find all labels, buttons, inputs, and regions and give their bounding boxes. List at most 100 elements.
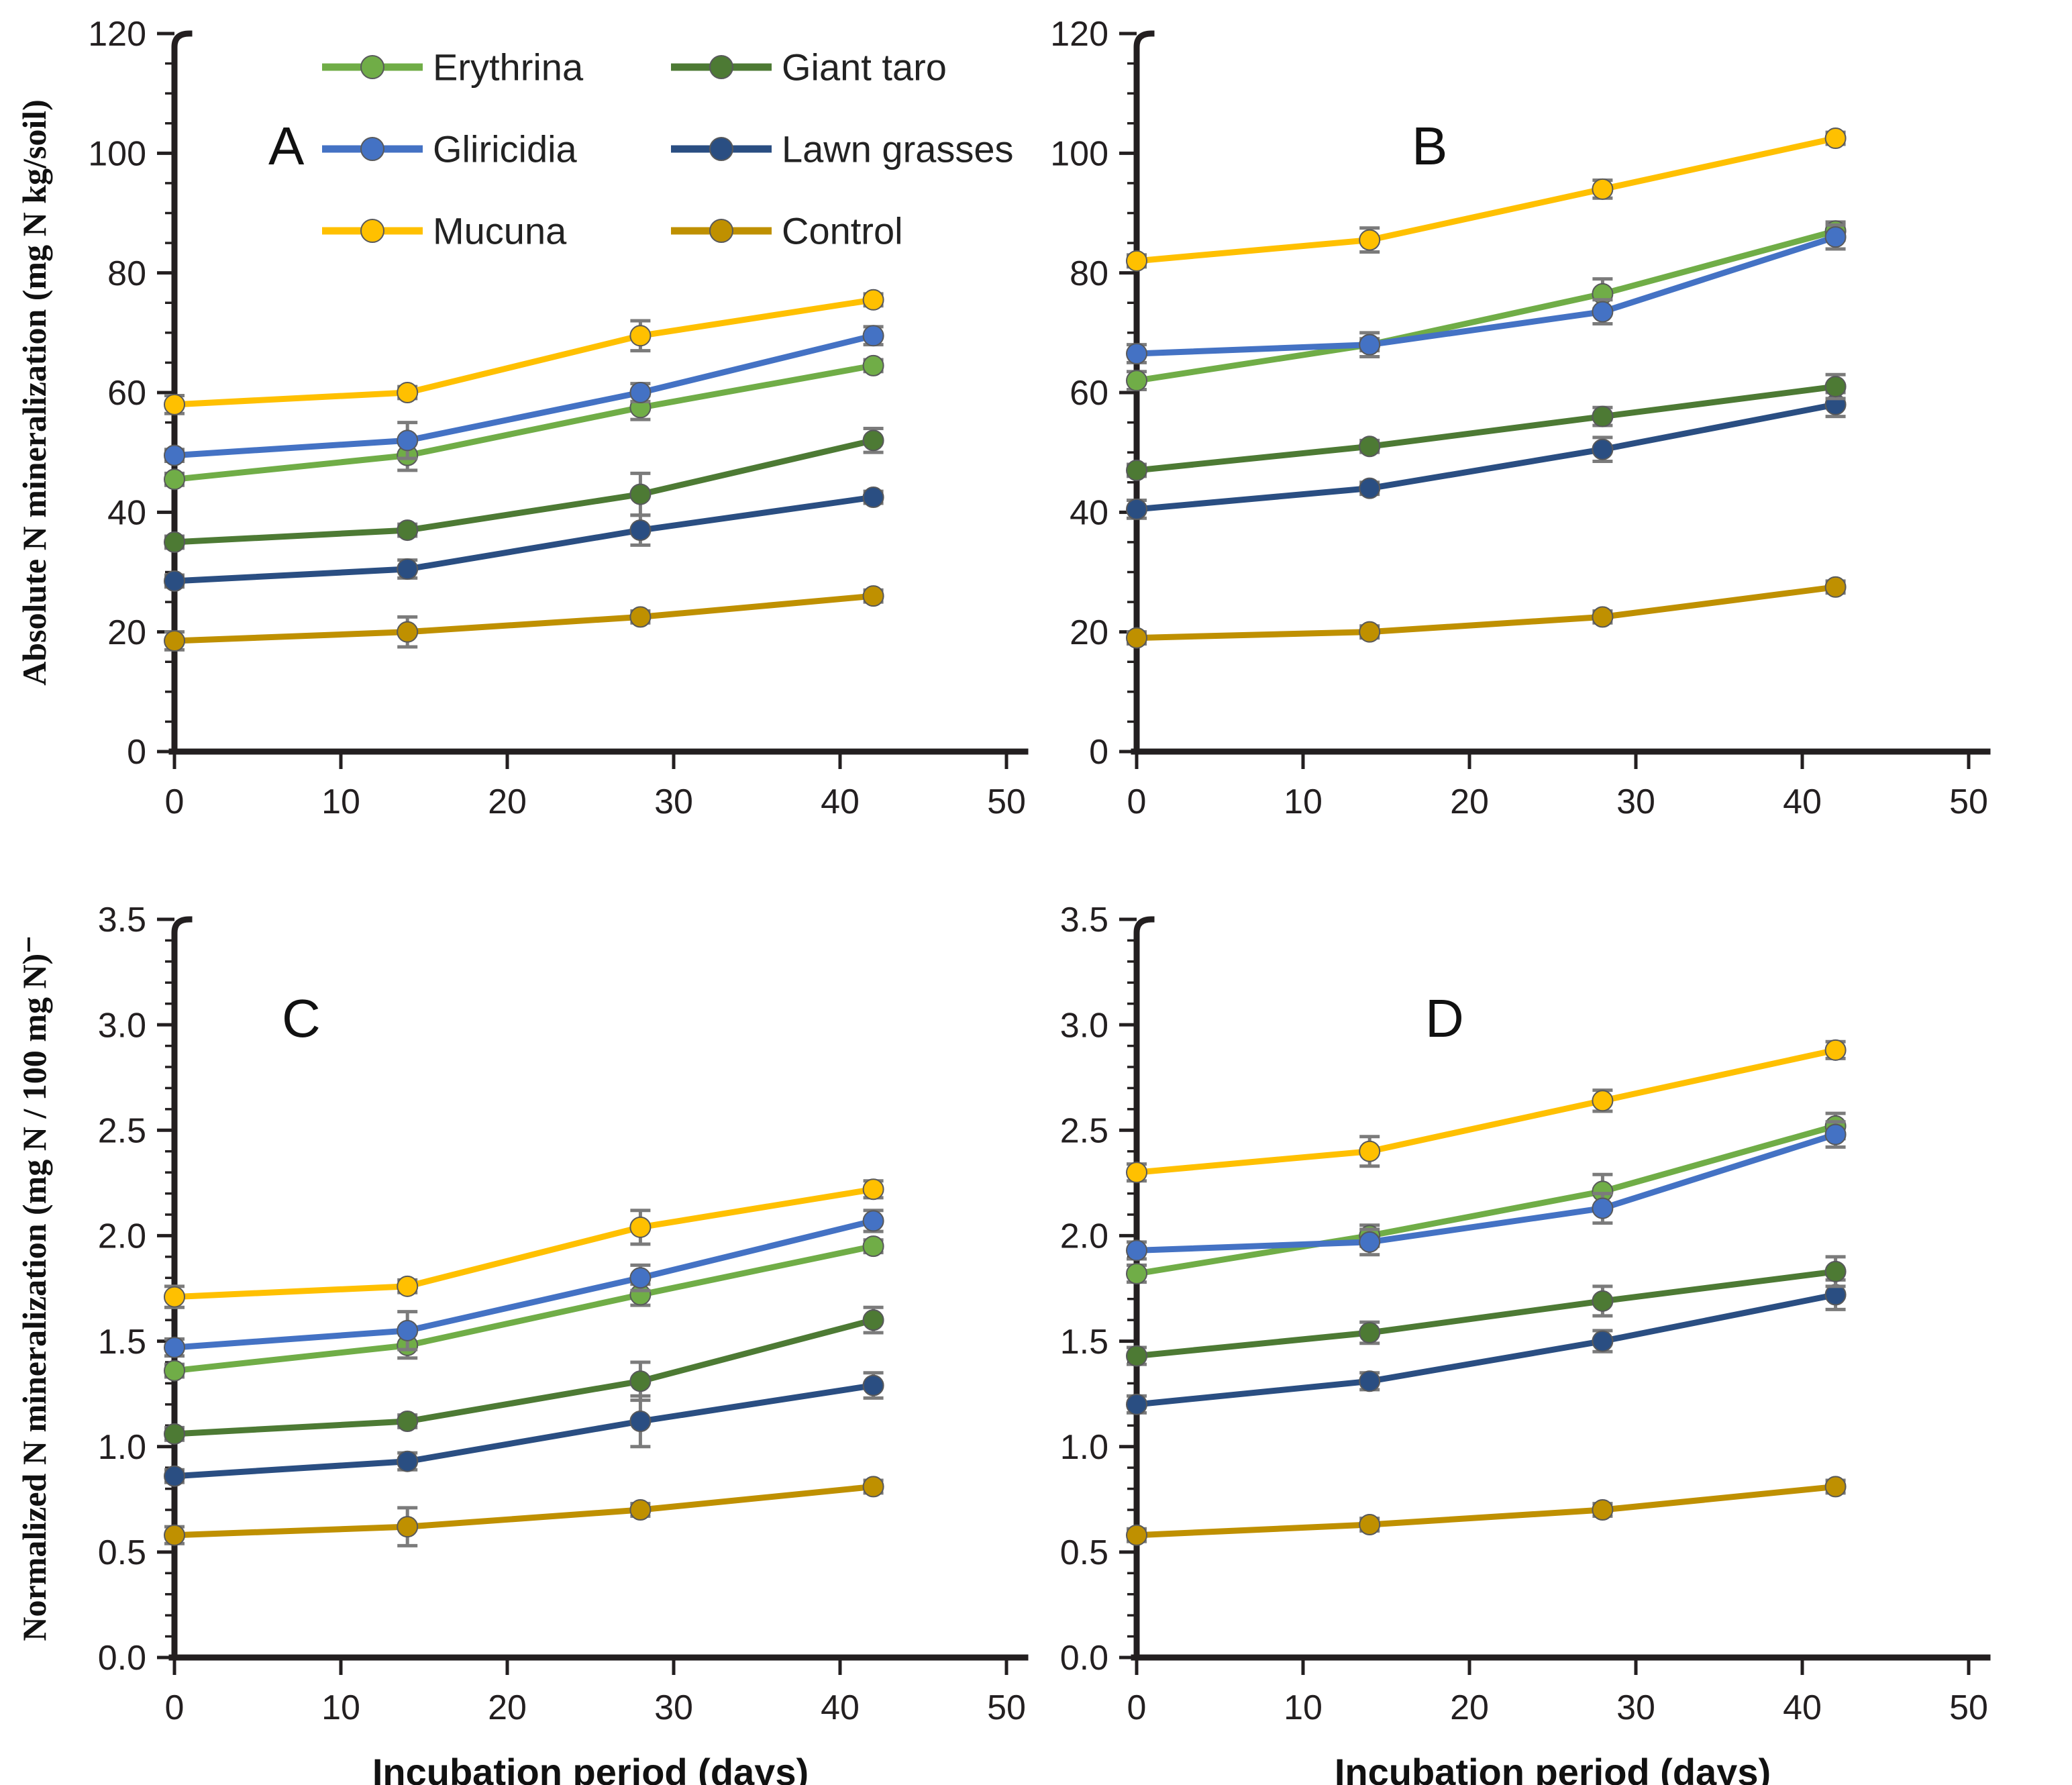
D-point-mucuna-day42 bbox=[1824, 1039, 1847, 1061]
C-errorbars-control bbox=[164, 1478, 884, 1547]
C-point-control-day0 bbox=[164, 1524, 185, 1546]
B-point-mucuna-day0 bbox=[1126, 250, 1147, 272]
A-series-lawn-grasses bbox=[164, 487, 884, 592]
D-point-giant-taro-day14 bbox=[1359, 1322, 1381, 1343]
B-errorbars-mucuna bbox=[1127, 130, 1846, 269]
A-point-lawn-grasses-day28 bbox=[629, 519, 652, 542]
D-point-control-day42 bbox=[1824, 1476, 1847, 1498]
panel-letter-a: A bbox=[268, 116, 305, 176]
A-series-erythrina bbox=[164, 354, 884, 491]
legend-item-mucuna: Mucuna bbox=[322, 210, 567, 252]
A-point-erythrina-day0 bbox=[164, 468, 185, 491]
A-ytick: 0 bbox=[127, 733, 146, 772]
A-xtick: 20 bbox=[488, 782, 527, 821]
D-ytick: 0.0 bbox=[1060, 1639, 1108, 1678]
A-point-erythrina-day42 bbox=[862, 354, 884, 376]
A-point-control-day0 bbox=[164, 630, 185, 652]
B-point-mucuna-day28 bbox=[1592, 178, 1614, 200]
legend-label-lawn-grasses: Lawn grasses bbox=[782, 128, 1014, 170]
C-errorbars-giant-taro bbox=[164, 1305, 884, 1442]
B-point-mucuna-day42 bbox=[1824, 128, 1847, 150]
D-ytick: 3.5 bbox=[1060, 901, 1108, 939]
D-ytick: 2.0 bbox=[1060, 1217, 1108, 1256]
C-ytick: 0.5 bbox=[98, 1533, 146, 1572]
D-series-control bbox=[1126, 1476, 1847, 1546]
B-series-gliricidia bbox=[1126, 223, 1847, 365]
panel-c-chart: 0.0 0.5 1.0 1.5 2.0 2.5 3.0 3.5 0 10 20 30 40 50 Norma… bbox=[15, 901, 1029, 1785]
panel-a-chart: 0 20 40 60 80 100 120 0 10 20 30 40 50 Absolute N min… bbox=[15, 15, 1029, 821]
D-point-lawn-grasses-day28 bbox=[1592, 1330, 1614, 1352]
B-point-giant-taro-day0 bbox=[1126, 459, 1147, 481]
A-y-axis-title: Absolute N mineralization (mg N kg/soil) bbox=[15, 99, 53, 686]
panel-b-chart: 0 20 40 60 80 100 120 0 10 20 30 40 50 B bbox=[1050, 15, 1991, 821]
A-ytick: 60 bbox=[107, 374, 146, 413]
C-errorbars-gliricidia bbox=[164, 1209, 884, 1358]
A-series-giant-taro bbox=[164, 427, 884, 553]
legend-item-control: Control bbox=[671, 210, 903, 252]
A-point-mucuna-day28 bbox=[629, 325, 652, 347]
C-point-mucuna-day0 bbox=[164, 1286, 185, 1308]
D-point-mucuna-day28 bbox=[1592, 1090, 1614, 1112]
panel-a: 0 20 40 60 80 100 120 0 10 20 30 40 50 Absolute N min… bbox=[0, 0, 1036, 892]
C-ytick: 1.0 bbox=[98, 1428, 146, 1467]
B-point-gliricidia-day14 bbox=[1359, 334, 1381, 356]
C-point-mucuna-day14 bbox=[397, 1275, 419, 1297]
D-point-mucuna-day0 bbox=[1126, 1162, 1147, 1184]
D-series-giant-taro bbox=[1126, 1255, 1847, 1367]
A-ytick: 120 bbox=[88, 15, 146, 54]
C-point-giant-taro-day14 bbox=[397, 1411, 419, 1432]
panel-letter-d: D bbox=[1425, 988, 1464, 1048]
D-xtick: 10 bbox=[1284, 1688, 1323, 1727]
panel-c: 0.0 0.5 1.0 1.5 2.0 2.5 3.0 3.5 0 10 20 30 40 50 Norma… bbox=[0, 892, 1036, 1785]
D-point-gliricidia-day14 bbox=[1359, 1231, 1381, 1253]
A-xtick: 10 bbox=[321, 782, 360, 821]
C-series-control bbox=[164, 1476, 884, 1547]
D-point-gliricidia-day0 bbox=[1126, 1239, 1147, 1262]
legend-marker-erythrina bbox=[360, 55, 384, 79]
A-point-giant-taro-day42 bbox=[862, 429, 884, 452]
D-ytick: 1.0 bbox=[1060, 1428, 1108, 1467]
A-point-mucuna-day42 bbox=[862, 289, 884, 311]
C-point-giant-taro-day28 bbox=[629, 1370, 652, 1392]
C-series-giant-taro bbox=[164, 1305, 884, 1445]
legend-item-erythrina: Erythrina bbox=[322, 46, 584, 89]
A-point-giant-taro-day28 bbox=[629, 483, 652, 505]
C-series-mucuna bbox=[164, 1178, 884, 1309]
B-point-control-day28 bbox=[1592, 606, 1614, 628]
B-point-giant-taro-day14 bbox=[1359, 436, 1381, 458]
panel-letter-b: B bbox=[1412, 116, 1447, 176]
legend-label-gliricidia: Gliricidia bbox=[433, 128, 578, 170]
B-series-lawn-grasses bbox=[1126, 391, 1847, 520]
B-xtick: 0 bbox=[1127, 782, 1147, 821]
legend-label-erythrina: Erythrina bbox=[433, 46, 584, 89]
D-point-giant-taro-day0 bbox=[1126, 1345, 1147, 1367]
panel-d-chart: 0.0 0.5 1.0 1.5 2.0 2.5 3.0 3.5 0 10 20 30 40 50 Incub… bbox=[1060, 901, 1991, 1785]
B-xtick: 50 bbox=[1949, 782, 1988, 821]
D-errorbars-mucuna bbox=[1127, 1039, 1846, 1183]
D-x-axis-title: Incubation period (days) bbox=[1335, 1751, 1771, 1785]
A-point-giant-taro-day14 bbox=[397, 519, 419, 542]
D-ytick: 0.5 bbox=[1060, 1533, 1108, 1572]
A-point-control-day14 bbox=[397, 621, 419, 643]
B-xtick: 30 bbox=[1616, 782, 1655, 821]
C-series-gliricidia bbox=[164, 1209, 884, 1358]
B-point-control-day14 bbox=[1359, 621, 1381, 643]
A-errorbars-gliricidia bbox=[164, 325, 884, 464]
A-ytick: 40 bbox=[107, 494, 146, 533]
B-point-gliricidia-day42 bbox=[1824, 226, 1847, 248]
C-errorbars-erythrina bbox=[164, 1238, 884, 1379]
D-point-lawn-grasses-day0 bbox=[1126, 1393, 1147, 1415]
A-point-lawn-grasses-day0 bbox=[164, 570, 185, 592]
legend-label-giant-taro: Giant taro bbox=[782, 46, 947, 89]
A-point-mucuna-day0 bbox=[164, 393, 185, 415]
D-series-gliricidia bbox=[1126, 1120, 1847, 1262]
D-ytick: 1.5 bbox=[1060, 1323, 1108, 1362]
C-ytick: 3.0 bbox=[98, 1006, 146, 1045]
C-xtick: 40 bbox=[821, 1688, 860, 1727]
C-ytick: 2.0 bbox=[98, 1217, 146, 1256]
D-xtick: 40 bbox=[1783, 1688, 1822, 1727]
A-xtick: 30 bbox=[654, 782, 693, 821]
D-point-erythrina-day0 bbox=[1126, 1263, 1147, 1284]
C-point-control-day28 bbox=[629, 1499, 652, 1521]
A-series-gliricidia bbox=[164, 325, 884, 466]
